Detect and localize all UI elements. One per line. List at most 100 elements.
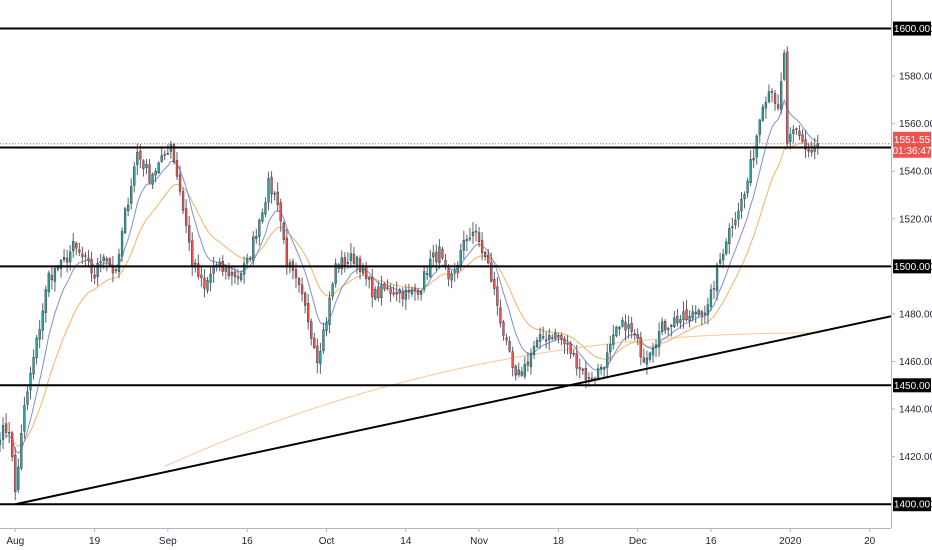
candle-body [477,232,481,242]
candle-body [560,334,563,340]
candle-body [603,367,606,370]
candle-body [575,353,578,369]
level-tag [893,378,931,393]
candle-body [319,350,322,364]
candle-body [96,262,99,277]
candle-body [166,153,169,155]
candle-body [627,324,630,329]
trendline[interactable] [15,315,892,506]
y-tick-label: 1560.00 [899,119,932,130]
candle-body [65,257,69,263]
candle-body [795,128,798,130]
candle-body [480,240,484,253]
candle-body [770,91,774,93]
candle-body [72,241,75,252]
candle-body [667,328,670,330]
candle-body [108,258,111,266]
candle-body [26,391,29,405]
level-tag-label: 1450.00 [894,381,931,392]
candle-body [303,292,307,306]
candle-body [38,329,41,340]
candle-body [136,151,139,165]
candle-body [11,432,14,458]
candle-body [789,134,792,142]
candle-body [120,231,124,257]
candle-body [645,357,649,365]
candle-body [432,252,435,258]
candle-body [538,334,542,342]
y-tick-label: 1540.00 [899,167,932,178]
candle-body [133,166,136,186]
x-tick-label: Aug [6,536,24,547]
candle-body [236,276,240,279]
candle-body [233,271,237,278]
candle-body [346,262,350,264]
time-axis[interactable]: Aug 19 Sep 16 Oct 14 Nov 18 Dec 16 2020 20 [6,528,876,547]
candle-body [780,81,783,110]
candle-body [41,310,44,331]
candle-body [358,258,362,273]
candle-body [664,321,667,331]
candle-body [599,367,603,369]
candle-body [285,237,288,267]
candle-body [56,267,60,270]
candle-body [307,302,310,323]
x-tick-label: 18 [553,536,565,547]
x-tick-label: 14 [400,536,412,547]
candle-body [422,271,426,290]
axis-tags: 1400.001450.001500.001550.001600.001551.… [0,21,932,512]
candle-body [554,332,557,339]
candle-body [160,155,163,162]
candle-body [609,344,612,353]
candle-body [35,337,38,358]
candle-body [557,335,560,338]
candle-body [218,262,221,266]
candle-body [325,322,328,332]
y-tick-label: 1520.00 [899,214,932,225]
candle-body [783,53,786,80]
horizontal-levels[interactable] [0,27,891,506]
candle-body [487,255,490,264]
candle-body [606,352,609,368]
candle-body [117,254,121,273]
candle-body [566,342,569,345]
candle-body [209,273,212,283]
candle-body [87,257,90,261]
candle-body [535,339,539,348]
candle-body [230,272,234,276]
candle-body [258,219,261,237]
candle-body [4,423,8,433]
candle-body [355,256,359,265]
candle-body [526,361,530,366]
x-tick-label: Oct [319,536,335,547]
candle-body [517,369,520,376]
candle-body [767,91,771,102]
candle-body [718,259,722,264]
candle-body [429,258,432,277]
candle-body [706,304,710,316]
candle-body [804,139,807,150]
candle-body [676,315,679,324]
candle-body [728,228,731,245]
candle-body [541,336,545,339]
x-tick-label: Nov [470,536,488,547]
candle-body [816,143,819,148]
candle-body [273,192,276,195]
candle-body [670,325,673,327]
y-tick-label: 1480.00 [899,309,932,320]
y-tick-label: 1440.00 [899,405,932,416]
x-tick-label: 2020 [779,536,802,547]
candle-body [181,191,185,211]
candle-body [32,356,35,375]
candle-body [502,321,505,336]
x-tick-label: 16 [242,536,254,547]
y-tick-label: 1580.00 [899,72,932,83]
candle-body [297,278,301,285]
candle-body [365,265,368,279]
candle-body [596,368,600,379]
candle-body [151,174,154,185]
candle-body [239,273,243,281]
candle-body [569,343,572,355]
candle-body [139,150,142,160]
